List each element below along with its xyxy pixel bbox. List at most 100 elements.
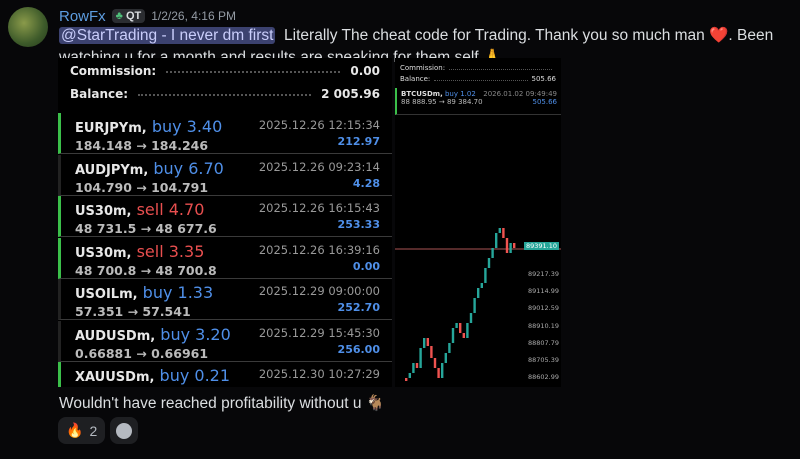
candle <box>462 333 465 338</box>
followup-text: Wouldn't have reached profitability with… <box>59 395 362 412</box>
fire-emoji: 🔥 <box>66 422 84 438</box>
candle <box>498 228 501 233</box>
candle <box>466 323 469 338</box>
axis-tick: 88807.79 <box>527 338 559 347</box>
candle <box>412 363 415 373</box>
trade-symbol: XAUUSDm, <box>75 370 155 385</box>
price-tag: 89391.10 <box>523 242 559 250</box>
trade-prices: 184.148 → 184.246 <box>75 138 209 153</box>
candle <box>502 228 505 238</box>
candle <box>477 288 480 298</box>
trade-date: 2026.01.02 09:49:49 <box>483 90 557 98</box>
trade-history-image[interactable]: Commission: 0.00 Balance: 2 005.96 EURJPYm… <box>58 58 392 387</box>
candle <box>405 378 408 381</box>
candle <box>433 358 437 368</box>
axis-tick: 89012.59 <box>527 304 559 313</box>
candle <box>473 298 476 313</box>
message-body: Literally The cheat code for Trading. Th… <box>284 27 705 44</box>
followup-message: Wouldn't have reached profitability with… <box>59 394 385 413</box>
candle <box>451 328 455 343</box>
reaction-fire[interactable]: 🔥 2 <box>58 417 106 444</box>
candle <box>444 353 447 363</box>
candle <box>491 248 494 258</box>
trade-side: sell 4.70 <box>136 200 205 219</box>
trade-symbol: US30m, <box>75 204 132 219</box>
candle <box>495 233 498 248</box>
trade-row: XAUUSDm, buy 0.21 2025.12.30 10:27:29 <box>58 362 392 387</box>
trade-side: buy 6.70 <box>153 158 224 178</box>
trade-side: buy 3.40 <box>151 117 223 136</box>
trade-symbol: AUDUSDm, <box>75 328 156 344</box>
trade-side: sell 3.35 <box>136 241 205 261</box>
trade-date: 2025.12.26 16:39:16 <box>258 242 380 257</box>
candle <box>437 368 440 378</box>
trade-row: US30m, sell 3.35 48 700.8 → 48 700.8 202… <box>58 237 392 279</box>
candle <box>469 313 473 323</box>
candle <box>487 258 491 268</box>
timestamp: 1/2/26, 4:16 PM <box>151 9 236 23</box>
trade-row: USOILm, buy 1.33 57.351 → 57.541 2025.12… <box>58 279 392 320</box>
candle <box>480 283 483 288</box>
trade-symbol: US30m, <box>75 245 132 261</box>
candle <box>415 363 419 368</box>
candle <box>426 338 429 346</box>
trade-profit: 256.00 <box>337 342 380 356</box>
candle <box>455 323 458 328</box>
trade-row: AUDJPYm, buy 6.70 104.790 → 104.791 2025… <box>58 154 392 196</box>
axis-tick: 88705.39 <box>527 356 559 364</box>
reaction-count: 2 <box>89 422 98 439</box>
trade-profit: 0.00 <box>352 259 380 273</box>
guild-tag[interactable]: ♣ QT <box>111 9 146 23</box>
trade-side: buy 3.20 <box>160 324 231 344</box>
trade-row: US30m, sell 4.70 48 731.5 → 48 677.6 202… <box>58 196 392 237</box>
trade-profit: 4.28 <box>352 176 380 190</box>
candle <box>441 363 444 378</box>
trade-symbol: BTCUSDm, <box>401 90 443 98</box>
balance-label: Balance: <box>70 87 129 101</box>
trade-date: 2025.12.29 15:45:30 <box>258 325 380 340</box>
add-reaction-button[interactable] <box>110 417 138 444</box>
trade-symbol: EURJPYm, <box>75 121 147 136</box>
candle <box>408 373 411 378</box>
axis-tick: 88910.19 <box>527 321 559 330</box>
tag-icon: ♣ <box>115 10 126 22</box>
trade-date: 2025.12.26 12:15:34 <box>258 118 380 132</box>
candle <box>448 343 451 353</box>
balance-value: 2 005.96 <box>321 87 380 101</box>
candle <box>423 338 426 348</box>
balance-value: 505.66 <box>531 75 557 83</box>
candle <box>505 238 509 253</box>
trade-prices: 57.351 → 57.541 <box>75 304 191 319</box>
btc-chart-image[interactable]: Commission: Balance: 505.66 BTCUSDm, buy … <box>395 58 561 387</box>
trade-profit: 252.70 <box>337 301 380 314</box>
mention[interactable]: @StarTrading - I never dm first <box>59 27 276 44</box>
trade-date: 2025.12.26 09:23:14 <box>258 159 380 174</box>
candle <box>430 346 433 358</box>
trade-prices: 104.790 → 104.791 <box>75 179 209 195</box>
candle <box>484 268 487 283</box>
axis-tick: 88602.99 <box>527 373 559 382</box>
trade-profit: 505.66 <box>532 98 558 106</box>
tag-label: QT <box>125 10 142 22</box>
trade-date: 2025.12.26 16:15:43 <box>258 201 380 215</box>
author-name[interactable]: RowFx <box>59 7 106 25</box>
candle <box>513 243 516 248</box>
trade-row: EURJPYm, buy 3.40 184.148 → 184.246 2025… <box>58 113 392 154</box>
trade-prices: 0.66881 → 0.66961 <box>75 345 209 361</box>
commission-label: Commission: <box>70 64 157 78</box>
balance-label: Balance: <box>400 75 431 83</box>
trade-prices: 48 731.5 → 48 677.6 <box>75 221 217 236</box>
trade-side: buy 1.02 <box>444 90 476 98</box>
trade-side: buy 1.33 <box>142 283 214 302</box>
trade-date: 2025.12.30 10:27:29 <box>258 367 380 381</box>
trade-side: buy 0.21 <box>159 366 231 385</box>
trade-date: 2025.12.29 09:00:00 <box>258 284 380 298</box>
trade-profit: 253.33 <box>337 218 380 231</box>
axis-tick: 89114.99 <box>527 287 559 296</box>
trade-prices: 88 888.95 → 89 384.70 <box>401 98 483 106</box>
avatar[interactable] <box>8 7 48 47</box>
candle <box>459 323 462 333</box>
trade-profit: 212.97 <box>337 135 380 148</box>
trade-symbol: AUDJPYm, <box>75 162 149 178</box>
trade-row: AUDUSDm, buy 3.20 0.66881 → 0.66961 2025… <box>58 320 392 362</box>
